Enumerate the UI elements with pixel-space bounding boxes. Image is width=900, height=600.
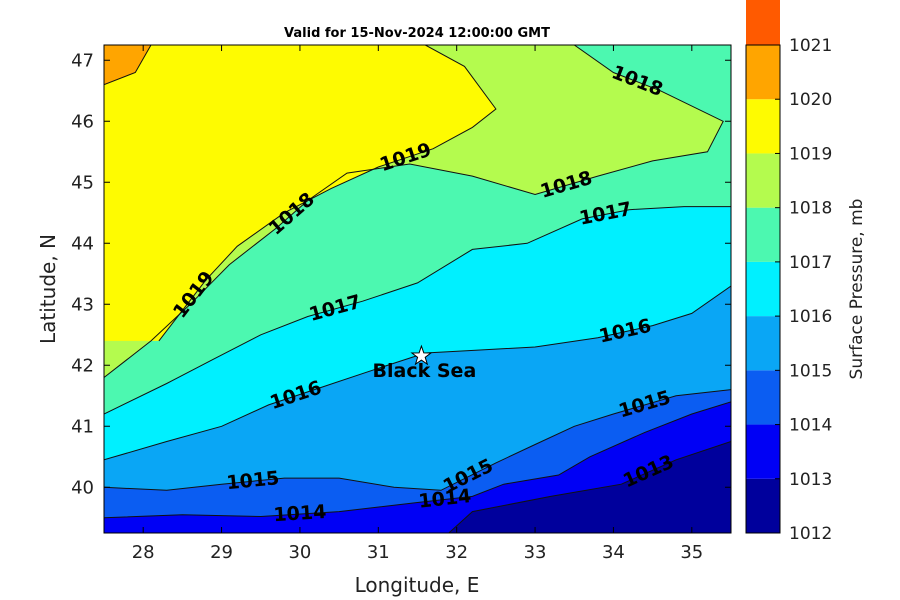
y-axis-ticks: 40 41 42 43 44 45 46 47: [71, 50, 731, 498]
plot-frame: [103, 44, 732, 534]
contour-line-1019: [158, 45, 497, 342]
location-label: Black Sea: [373, 360, 477, 382]
x-tick-label: 29: [210, 542, 233, 563]
colorbar-band-1014: [746, 370, 780, 425]
x-tick-label: 32: [445, 542, 468, 563]
y-tick-label: 47: [71, 50, 94, 71]
colorbar-tick-label: 1019: [789, 144, 832, 164]
colorbar-band-1021: [746, 0, 780, 45]
colorbar-frame: [745, 44, 781, 534]
pressure-bands: [104, 45, 731, 533]
colorbar-band-1015: [746, 316, 780, 371]
colorbar-band-1019: [746, 99, 780, 154]
colorbar-band-1016: [746, 261, 780, 317]
colorbar-tick-label: 1012: [789, 524, 832, 544]
colorbar-tick-label: 1013: [789, 470, 832, 490]
contour-line-1020: [104, 45, 152, 86]
chart-title: Valid for 15-Nov-2024 12:00:00 GMT: [284, 26, 550, 41]
x-tick-label: 30: [288, 542, 311, 563]
y-tick-label: 46: [71, 111, 94, 132]
x-tick-label: 28: [132, 542, 155, 563]
colorbar-band-1013: [746, 424, 780, 479]
contour-line-1014: [104, 401, 731, 519]
x-tick-label: 31: [367, 542, 390, 563]
contour-label-1015-0: 1015: [225, 467, 280, 494]
y-tick-label: 42: [71, 355, 94, 376]
x-axis-label: Longitude, E: [355, 573, 480, 597]
y-tick-label: 41: [71, 416, 94, 437]
colorbar-tick-label: 1017: [789, 253, 832, 273]
colorbar-band-1017: [746, 207, 780, 262]
x-tick-label: 33: [524, 542, 547, 563]
colorbar-tick-label: 1020: [789, 90, 832, 110]
colorbar-band-1012: [746, 478, 780, 533]
colorbar: 1012 1013 1014 1015 1016 1017 1018 1019 1020 1021: [745, 0, 832, 544]
y-tick-label: 40: [71, 477, 94, 498]
band-fill-1019: [104, 45, 496, 341]
colorbar-tick-label: 1015: [789, 361, 832, 381]
colorbar-tick-label: 1018: [789, 199, 832, 219]
colorbar-band-1018: [746, 153, 780, 208]
colorbar-tick-label: 1014: [789, 416, 832, 436]
contour-line-1018: [104, 45, 724, 378]
band-fill-1020: [104, 45, 151, 85]
contour-line-1015: [104, 389, 731, 491]
contour-line-1013: [448, 441, 731, 533]
x-tick-label: 35: [680, 542, 703, 563]
location-markers: Black Sea: [373, 344, 477, 382]
y-tick-label: 43: [71, 294, 94, 315]
contour-line-1017: [104, 206, 731, 415]
y-axis-label: Latitude, N: [36, 234, 60, 344]
colorbar-tick-label: 1016: [789, 307, 832, 327]
y-tick-label: 44: [71, 233, 94, 254]
y-tick-label: 45: [71, 172, 94, 193]
star-marker-icon: [410, 344, 433, 366]
colorbar-band-1020: [746, 45, 780, 100]
contour-label-1014-0: 1014: [273, 501, 327, 526]
x-tick-label: 34: [602, 542, 625, 563]
colorbar-tick-label: 1021: [789, 36, 832, 56]
colorbar-label: Surface Pressure, mb: [847, 199, 867, 380]
x-axis-ticks: 28 29 30 31 32 33 34 35: [132, 45, 703, 563]
